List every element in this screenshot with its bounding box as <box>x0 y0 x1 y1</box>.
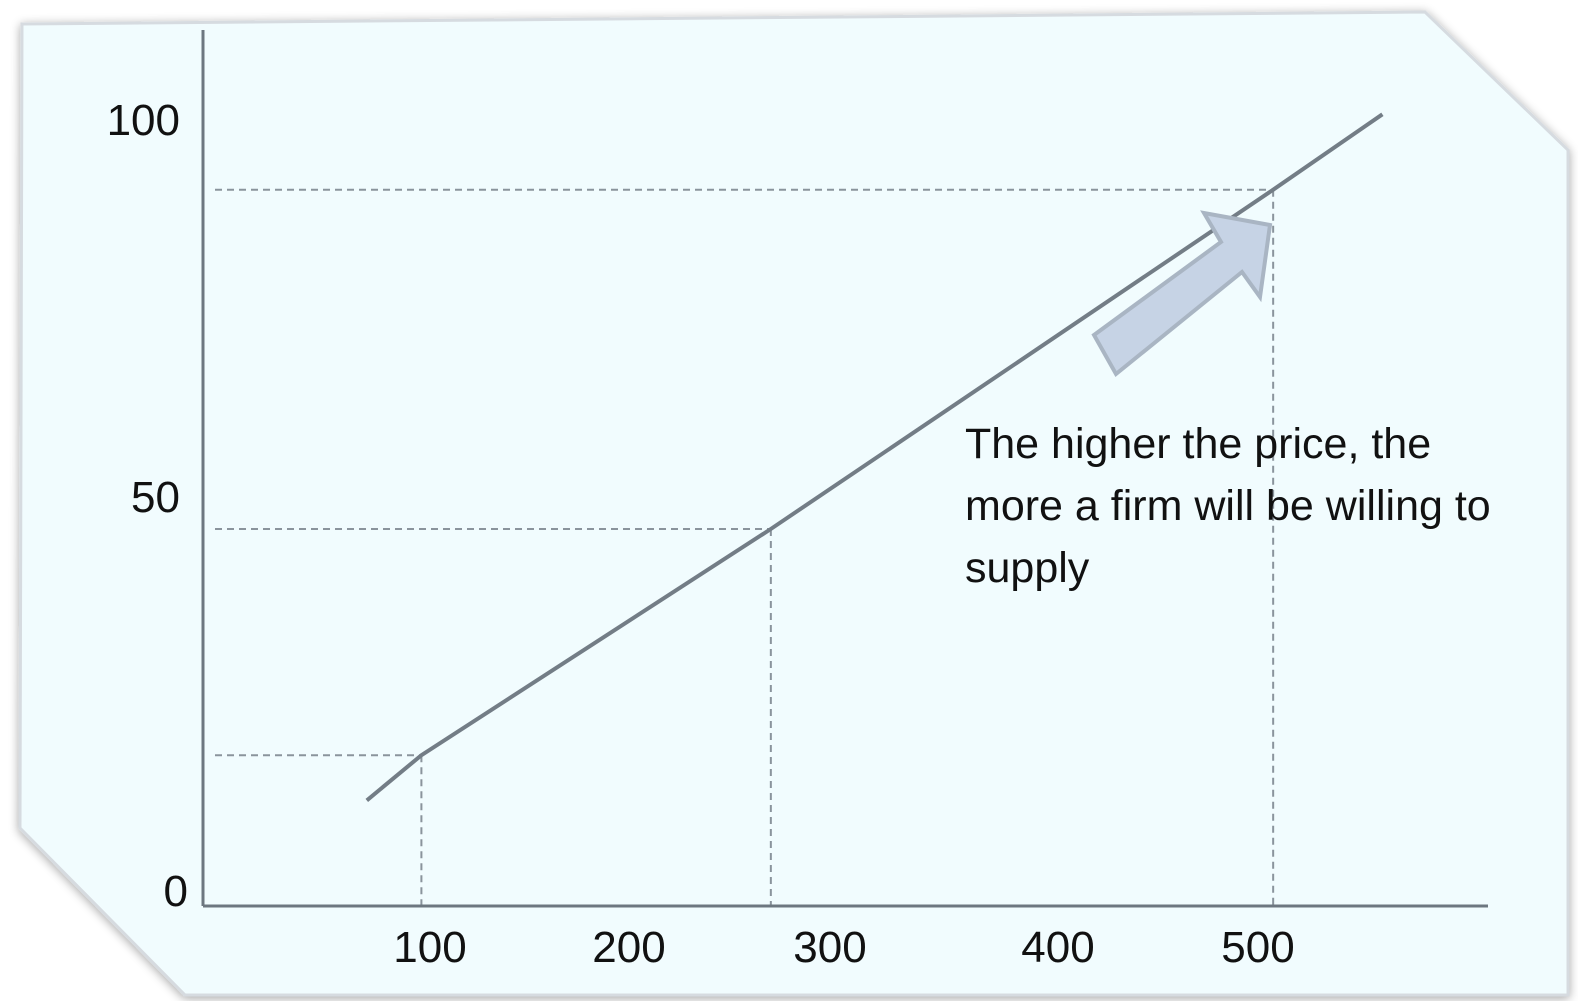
annotation-text: The higher the price, the more a firm wi… <box>965 420 1503 592</box>
annotation-line: The higher the price, the <box>965 420 1431 468</box>
x-tick-label: 300 <box>793 923 866 972</box>
y-tick-labels: 100 50 0 <box>107 96 188 916</box>
arrow-icon <box>1091 210 1273 378</box>
chart-panel <box>18 10 1570 997</box>
annotation-line: supply <box>965 544 1090 592</box>
y-tick-label: 50 <box>131 473 180 522</box>
annotation-line: more a firm will be willing to <box>965 482 1491 530</box>
x-tick-label: 400 <box>1021 923 1094 972</box>
y-tick-label: 100 <box>107 96 180 145</box>
x-tick-label: 200 <box>592 923 665 972</box>
y-tick-label: 0 <box>164 867 188 916</box>
x-tick-label: 100 <box>393 923 466 972</box>
x-tick-label: 500 <box>1221 923 1294 972</box>
supply-line <box>365 112 1384 802</box>
x-tick-labels: 100 200 300 400 500 <box>393 923 1294 972</box>
guide-lines <box>215 188 1275 906</box>
